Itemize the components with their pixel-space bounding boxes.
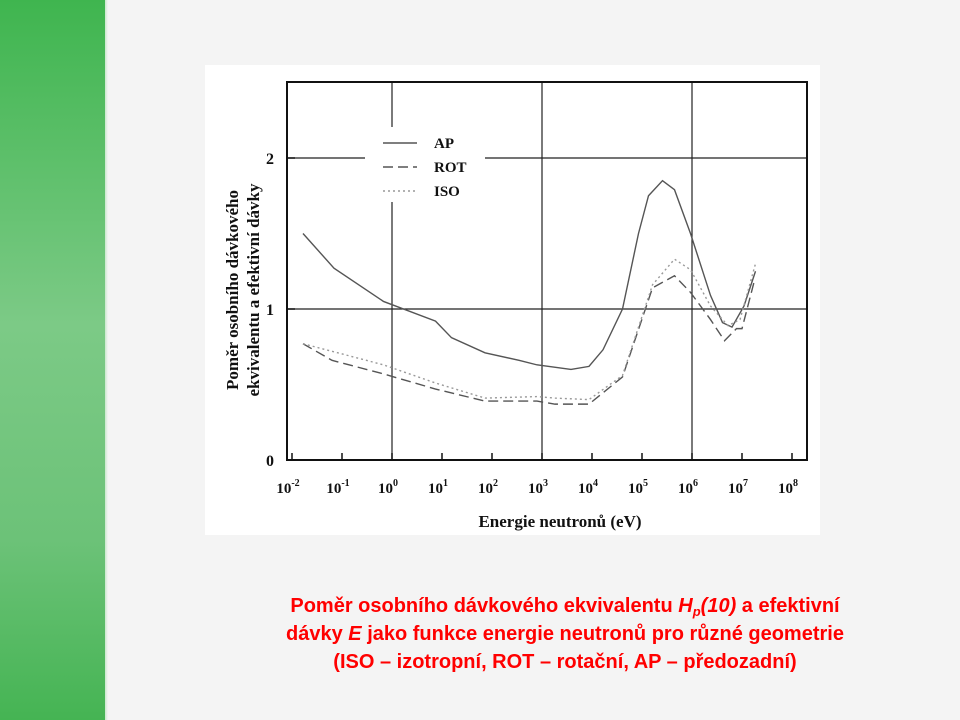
x-tick-label: 105 <box>628 478 648 497</box>
green-sidebar-decoration <box>0 0 108 720</box>
x-tick-label: 108 <box>778 478 798 497</box>
x-axis-label: Energie neutronů (eV) <box>478 512 641 531</box>
x-tick-label: 101 <box>428 478 448 497</box>
x-tick-label: 106 <box>678 478 698 497</box>
y-tick-label: 1 <box>266 302 274 319</box>
y-tick-label: 2 <box>266 151 274 168</box>
series-line-iso <box>302 258 757 401</box>
caption-line-1: Poměr osobního dávkového ekvivalentu Hp(… <box>290 595 840 619</box>
figure-caption: Poměr osobního dávkového ekvivalentu Hp(… <box>215 592 915 676</box>
legend: AP ROT ISO <box>365 127 485 202</box>
series-line-ap <box>302 179 757 371</box>
caption-line-3: (ISO – izotropní, ROT – rotační, AP – př… <box>333 651 797 673</box>
axis-ticks: 10-2 10-1 100 101 102 103 104 105 106 107 108 0 1 2 <box>266 151 798 497</box>
plot-frame <box>286 81 808 461</box>
series-line-rot <box>302 274 756 405</box>
y-axis-label-line2: ekvivalentu a efektivní dávky <box>244 183 263 396</box>
x-tick-label: 102 <box>478 478 498 497</box>
y-tick-label: 0 <box>266 453 274 470</box>
series-lines <box>302 179 757 405</box>
legend-label-ap: AP <box>434 136 454 152</box>
x-tick-label: 104 <box>578 478 598 497</box>
legend-label-iso: ISO <box>434 184 460 200</box>
x-tick-label: 10-1 <box>326 478 349 497</box>
x-tick-label: 10-2 <box>276 478 299 497</box>
dose-ratio-chart: 10-2 10-1 100 101 102 103 104 105 106 107 108 0 1 2 A… <box>205 65 820 535</box>
legend-label-rot: ROT <box>434 160 467 176</box>
x-tick-label: 100 <box>378 478 398 497</box>
legend-box <box>365 127 485 202</box>
x-tick-label: 103 <box>528 478 548 497</box>
x-tick-label: 107 <box>728 478 748 497</box>
caption-line-2: dávky E jako funkce energie neutronů pro… <box>286 623 844 645</box>
y-axis-label-line1: Poměr osobního dávkového <box>223 190 242 390</box>
